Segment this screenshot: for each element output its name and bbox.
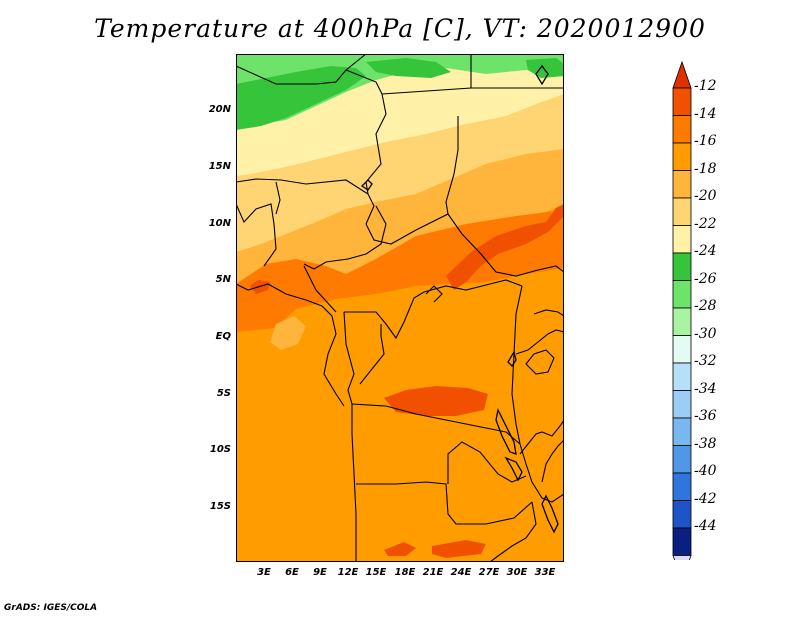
colorbar-swatch [672, 445, 692, 474]
colorbar-swatch [672, 280, 692, 309]
field-light-orange-spot [270, 316, 306, 350]
chart-title: Temperature at 400hPa [C], VT: 202001290… [94, 14, 706, 43]
colorbar-swatch [672, 197, 692, 226]
lon-label-15e: 15E [365, 567, 387, 578]
colorbar-label: -28 [694, 298, 717, 314]
colorbar-label: -38 [694, 435, 717, 452]
lon-label-18e: 18E [394, 567, 416, 578]
colorbar-label: -40 [694, 463, 717, 479]
colorbar-label: -42 [694, 490, 717, 507]
map-border [236, 54, 564, 562]
colorbar-swatch [672, 500, 692, 529]
colorbar-swatch [672, 307, 692, 336]
colorbar-swatch [672, 362, 692, 391]
colorbar-label: -16 [694, 133, 717, 149]
lon-label-24e: 24E [450, 567, 472, 578]
colorbar-swatch [672, 335, 692, 364]
lon-label-6e: 6E [285, 567, 299, 578]
colorbar-label: -36 [694, 408, 717, 424]
lat-label-15n: 15N [208, 161, 231, 172]
lon-label-3e: 3E [257, 567, 271, 578]
colorbar-swatch [672, 142, 692, 171]
colorbar-label: -24 [694, 243, 717, 259]
lat-label-20n: 20N [208, 104, 231, 115]
colorbar-swatch [672, 527, 692, 556]
field-red-orange-central [384, 386, 488, 416]
field-orange-equatorial [236, 268, 564, 562]
lon-label-12e: 12E [337, 567, 359, 578]
lon-label-30e: 30E [506, 567, 528, 578]
lake-outlines [360, 64, 559, 534]
field-dark-green-patch-2 [366, 58, 451, 78]
colorbar-label: -32 [694, 353, 717, 369]
colorbar-label: -20 [694, 188, 717, 204]
lon-label-33e: 33E [534, 567, 556, 578]
field-red-orange-south [384, 540, 486, 558]
colorbar-label: -22 [694, 215, 717, 232]
colorbar-swatch [672, 472, 692, 501]
colorbar-bottom-arrow [672, 555, 692, 560]
temperature-map [236, 54, 564, 562]
colorbar-label: -34 [694, 380, 717, 397]
colorbar-top-arrow [672, 60, 692, 89]
country-borders [236, 54, 564, 562]
colorbar-swatch [672, 390, 692, 419]
colorbar-swatch [672, 87, 692, 116]
lon-label-9e: 9E [313, 567, 327, 578]
field-red-orange-west-spot [250, 280, 270, 294]
colorbar-label: -18 [694, 160, 717, 177]
lat-label-10s: 10S [209, 444, 231, 455]
colorbar-swatch [672, 417, 692, 446]
grads-credit: GrADS: IGES/COLA [4, 603, 98, 613]
colorbar-swatch [672, 170, 692, 199]
colorbar-swatch [672, 252, 692, 281]
lat-label-10n: 10N [208, 218, 231, 229]
lat-label-5n: 5N [215, 274, 231, 285]
colorbar-label: -26 [694, 270, 717, 287]
field-red-orange-northeast [446, 204, 564, 290]
colorbar-label: -30 [694, 325, 717, 342]
colorbar-label: -14 [694, 105, 717, 122]
lon-label-27e: 27E [478, 567, 500, 578]
lat-label-eq: EQ [215, 331, 231, 342]
lon-label-21e: 21E [422, 567, 444, 578]
colorbar-swatch [672, 115, 692, 144]
colorbar-swatch [672, 225, 692, 254]
lat-label-5s: 5S [216, 388, 231, 399]
colorbar-label: -12 [694, 78, 717, 94]
colorbar [672, 60, 692, 560]
colorbar-label: -44 [694, 518, 717, 534]
lat-label-15s: 15S [209, 501, 231, 512]
field-dark-green-patch-3 [526, 58, 564, 78]
